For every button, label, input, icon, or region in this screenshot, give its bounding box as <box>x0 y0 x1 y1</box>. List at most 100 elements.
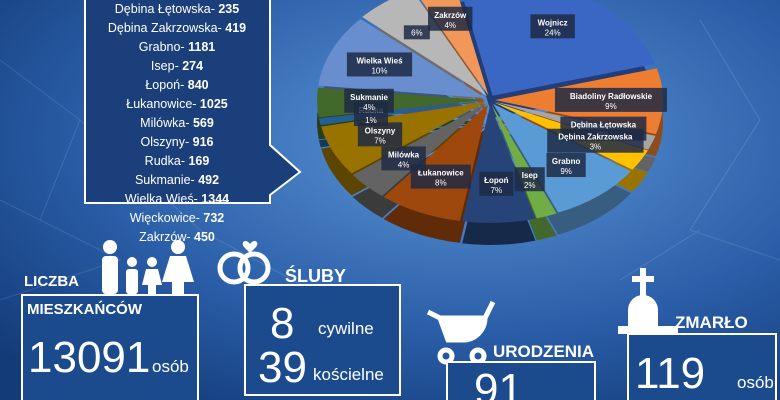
place-count: 235 <box>218 2 239 16</box>
family-icon <box>102 240 194 294</box>
pie-label-box <box>428 6 473 31</box>
pie-label-name: Isep <box>522 171 538 180</box>
place-count: 274 <box>182 59 203 73</box>
place-name: Wielka Wieś <box>125 192 194 206</box>
pie-label-name: Olszyny <box>365 126 396 135</box>
place-entry: Dębina Zakrzowska- 419 <box>108 21 246 35</box>
pie-label-box <box>546 153 586 178</box>
place-entry: Sukmanie- 492 <box>135 173 219 187</box>
population-title: LICZBA <box>24 273 79 290</box>
population-value: 13091 <box>28 333 150 382</box>
pie-label-name: Milówka <box>388 150 420 159</box>
place-count: 419 <box>225 21 246 35</box>
deaths-box <box>627 333 777 400</box>
weddings-box <box>244 284 401 396</box>
pie-label-box <box>381 146 426 171</box>
place-entry: Milówka- 569 <box>140 116 214 130</box>
heart-icon <box>242 240 258 253</box>
pie-label-value: 1% <box>365 116 377 125</box>
pie-label-box <box>479 171 514 196</box>
births-value: 91 <box>474 365 523 400</box>
place-name: Olszyny <box>141 135 186 149</box>
place-separator: - <box>181 154 185 168</box>
pie-label-name: Łukanowice <box>418 169 464 178</box>
church-label: kościelne <box>313 365 384 384</box>
pie-label-box <box>357 122 403 147</box>
deaths-title: ZMARŁO <box>675 313 748 332</box>
rings-icon <box>217 251 271 285</box>
place-count: 916 <box>193 135 214 149</box>
place-entry: Więckowice- 732 <box>130 211 225 225</box>
place-name: Isep <box>151 59 175 73</box>
pie-label-value: 24% <box>545 28 561 37</box>
place-entry: Wielka Wieś- 1344 <box>125 192 229 206</box>
pie-label-name: Wojnicz <box>538 18 568 27</box>
pie-label-name: Dębina Zakrzowska <box>558 133 633 142</box>
place-entry: Rudka- 169 <box>145 154 210 168</box>
civil-label: cywilne <box>318 319 374 338</box>
place-name: Rudka <box>145 154 181 168</box>
place-count: 450 <box>194 230 215 244</box>
place-count: 169 <box>188 154 209 168</box>
church-value: 39 <box>258 343 307 392</box>
place-separator: - <box>185 116 189 130</box>
place-separator: - <box>175 59 179 73</box>
place-separator: - <box>194 192 198 206</box>
place-entry: Grabno- 1181 <box>139 40 216 54</box>
pie-slice <box>321 102 486 174</box>
place-count: 569 <box>193 116 214 130</box>
pie-label-name: Sukmanie <box>350 93 388 102</box>
place-name: Zakrzów <box>139 230 187 244</box>
place-count: 1181 <box>188 40 215 54</box>
pie-label-value: 4% <box>444 21 456 30</box>
place-separator: - <box>192 97 196 111</box>
place-entry: Łopoń- 840 <box>145 78 208 92</box>
place-entry: Olszyny- 916 <box>141 135 214 149</box>
network-lines <box>0 19 780 301</box>
pie-label-name: Dębina Łętowska <box>571 121 637 130</box>
place-separator: - <box>180 78 184 92</box>
place-separator: - <box>196 211 200 225</box>
place-name: Sukmanie <box>135 173 191 187</box>
place-entry: Dębina Łętowska- 235 <box>115 2 239 16</box>
pie-label-value: 4% <box>363 103 375 112</box>
pie-slice <box>383 104 488 221</box>
pie-slice <box>362 0 487 97</box>
place-count: 732 <box>203 211 224 225</box>
pie-label-name: Grabno <box>552 157 581 166</box>
place-separator: - <box>191 173 195 187</box>
civil-value: 8 <box>270 299 294 348</box>
place-separator: - <box>218 21 222 35</box>
place-count: 1025 <box>200 97 228 111</box>
list-callout <box>84 0 302 204</box>
place-separator: - <box>180 40 184 54</box>
births-title: URODZENIA <box>493 342 594 361</box>
deaths-unit: osób <box>737 373 774 392</box>
pie-label-name: Wielka Wieś <box>356 56 403 65</box>
place-name: Dębina Łętowska <box>115 2 211 16</box>
pie-label-value: 7% <box>491 186 503 195</box>
place-separator: - <box>211 2 215 16</box>
pie-label-box <box>530 14 575 39</box>
pie-label-value: 7% <box>374 136 386 145</box>
place-count: 840 <box>188 78 209 92</box>
place-separator: - <box>185 135 189 149</box>
weddings-title: ŚLUBY <box>285 265 346 286</box>
pie-label-value: 4% <box>398 160 410 169</box>
pie-label-value: 10% <box>371 66 387 75</box>
pie-label-value: 8% <box>435 179 447 188</box>
place-entry: Łukanowice- 1025 <box>126 97 228 111</box>
place-entry: Zakrzów- 450 <box>139 230 215 244</box>
pie-slice <box>463 0 655 96</box>
deaths-value: 119 <box>635 349 705 398</box>
place-count: 492 <box>198 173 219 187</box>
population-box <box>21 294 199 400</box>
pie-label-value: 6% <box>411 28 423 37</box>
place-name: Łopoń <box>145 78 180 92</box>
place-name: Dębina Zakrzowska <box>108 21 218 35</box>
pie-label-box <box>344 88 394 113</box>
place-separator: - <box>186 230 190 244</box>
